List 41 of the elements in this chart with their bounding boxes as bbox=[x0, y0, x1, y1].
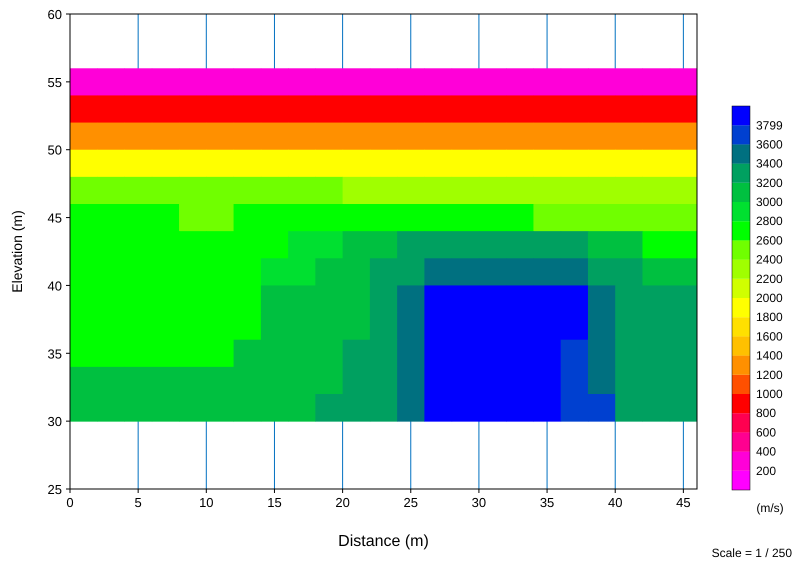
y-axis-title: Elevation (m) bbox=[9, 210, 25, 293]
y-tick-label: 55 bbox=[48, 74, 62, 90]
x-tick-label: 40 bbox=[608, 495, 622, 510]
y-tick-label: 40 bbox=[48, 278, 62, 294]
color-bar-title: (m/s) bbox=[756, 501, 784, 515]
y-tick-label: 45 bbox=[48, 210, 62, 226]
color-bar-label: 2800 bbox=[756, 214, 784, 228]
color-bar-label: 800 bbox=[756, 406, 776, 420]
x-tick-label: 10 bbox=[199, 495, 214, 510]
color-bar-label: 3400 bbox=[756, 156, 784, 171]
x-tick-label: 20 bbox=[335, 495, 350, 510]
color-bar-label: 1800 bbox=[756, 310, 784, 324]
text: Scale = 1 / 250 bbox=[712, 546, 792, 560]
color-bar-label: 3600 bbox=[756, 137, 784, 152]
y-tick-label: 30 bbox=[48, 414, 62, 430]
x-tick-label: 30 bbox=[472, 495, 486, 510]
color-bar-label: 3000 bbox=[756, 195, 784, 209]
color-bar-label: 3200 bbox=[756, 176, 784, 190]
y-tick-label: 60 bbox=[48, 7, 62, 22]
color-bar-label: 2000 bbox=[756, 291, 784, 305]
color-bar-label: 200 bbox=[756, 464, 776, 478]
color-bar-label: 1400 bbox=[756, 348, 784, 363]
x-tick-label: 5 bbox=[134, 495, 142, 510]
x-tick-label: 45 bbox=[676, 495, 691, 510]
color-bar-label: 3799 bbox=[756, 118, 784, 132]
color-bar-label: 400 bbox=[756, 444, 776, 459]
color-bar-label: 1600 bbox=[756, 329, 784, 344]
color-bar-label: 600 bbox=[756, 425, 776, 440]
y-tick-label: 50 bbox=[48, 142, 62, 158]
color-bar-label: 1000 bbox=[756, 387, 784, 401]
x-tick-label: 0 bbox=[66, 495, 74, 510]
color-bar-label: 2400 bbox=[756, 252, 784, 267]
x-tick-label: 25 bbox=[404, 495, 418, 510]
color-bar-label: 2200 bbox=[756, 272, 784, 286]
color-bar-label: 2600 bbox=[756, 233, 784, 248]
y-tick-label: 25 bbox=[48, 482, 62, 497]
x-tick-label: 35 bbox=[540, 495, 554, 510]
x-axis-title: Distance (m) bbox=[338, 533, 429, 550]
y-tick-label: 35 bbox=[48, 346, 62, 362]
color-bar-label: 1200 bbox=[756, 368, 784, 382]
x-tick-label: 15 bbox=[267, 495, 282, 510]
